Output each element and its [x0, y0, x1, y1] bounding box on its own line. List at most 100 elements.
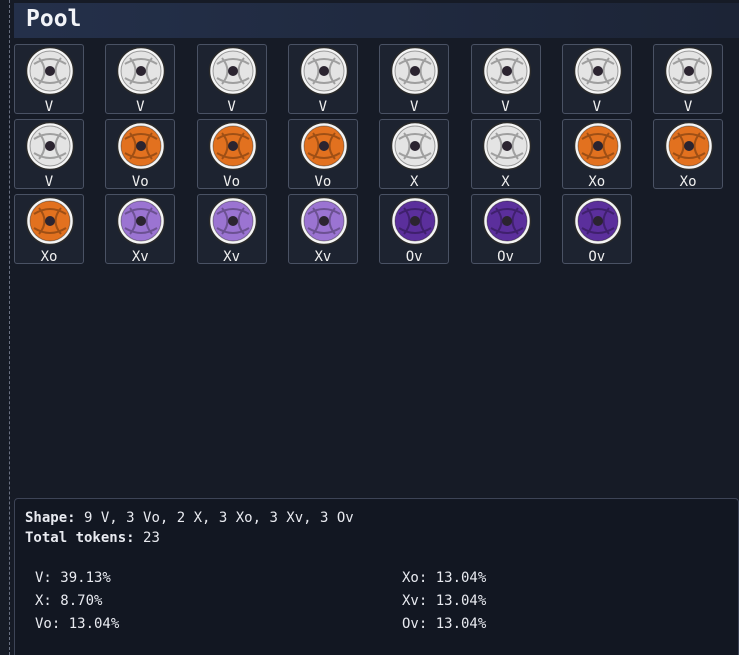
- token-label: V: [501, 99, 510, 115]
- token-icon: [482, 46, 531, 96]
- stat-line: V: 39.13%: [35, 570, 111, 586]
- token-center: [592, 216, 603, 226]
- token-center: [410, 141, 421, 151]
- token-label: Ov: [588, 249, 606, 265]
- token-center: [501, 66, 512, 76]
- token-label: X: [501, 174, 510, 190]
- token-pattern: [489, 207, 524, 235]
- token-center: [501, 141, 512, 151]
- token-card: Ov: [561, 194, 632, 265]
- token-card: V: [105, 44, 176, 115]
- token-card: X: [379, 119, 450, 190]
- token-pattern: [124, 207, 158, 235]
- token-card: V: [653, 44, 724, 115]
- token-card: Xv: [105, 194, 176, 265]
- token-label: Xv: [131, 249, 149, 265]
- token-label: V: [136, 99, 145, 115]
- token-icon: [664, 46, 714, 96]
- token-card: V: [561, 44, 632, 115]
- token-center: [318, 216, 329, 226]
- token-pattern: [581, 57, 615, 85]
- token-pattern: [216, 57, 250, 85]
- token-label: Ov: [405, 249, 423, 265]
- token-card: V: [379, 44, 450, 115]
- token-card: V: [470, 44, 541, 115]
- total-line: Total tokens: 23: [25, 530, 160, 546]
- token-label: V: [592, 99, 602, 115]
- stat-line: Xo: 13.04%: [402, 570, 487, 586]
- token-card: V: [14, 119, 84, 190]
- token-icon: [208, 46, 257, 96]
- token-center: [136, 66, 147, 76]
- token-label: Xo: [40, 249, 58, 265]
- token-card: Xo: [653, 119, 724, 190]
- token-label: Vo: [314, 174, 332, 190]
- token-pattern: [672, 132, 706, 160]
- token-icon: [390, 121, 440, 171]
- token-icon: [482, 121, 531, 171]
- token-pattern: [307, 57, 341, 85]
- token-center: [227, 66, 238, 76]
- token-icon: [208, 121, 257, 171]
- total-label: Total tokens:: [25, 530, 135, 546]
- shape-line: Shape: 9 V, 3 Vo, 2 X, 3 Xo, 3 Xv, 3 Ov: [25, 510, 354, 526]
- token-card: V: [196, 44, 267, 115]
- token-pattern: [672, 57, 706, 85]
- token-pattern: [581, 207, 615, 235]
- token-card: Xo: [561, 119, 632, 190]
- token-pattern: [581, 132, 615, 160]
- token-center: [318, 66, 329, 76]
- token-icon: [117, 121, 166, 171]
- token-icon: [390, 46, 440, 96]
- token-center: [684, 141, 695, 151]
- token-icon: [482, 196, 531, 246]
- token-icon: [664, 121, 714, 171]
- stat-line: Ov: 13.04%: [402, 616, 487, 632]
- token-label: Xv: [314, 249, 332, 265]
- token-center: [592, 141, 603, 151]
- token-card: V: [287, 44, 358, 115]
- token-card: Vo: [287, 119, 358, 190]
- shape-value: 9 V, 3 Vo, 2 X, 3 Xo, 3 Xv, 3 Ov: [84, 510, 354, 526]
- summary-panel: Shape: 9 V, 3 Vo, 2 X, 3 Xo, 3 Xv, 3 Ov …: [14, 498, 739, 655]
- token-pattern: [124, 132, 158, 160]
- token-pattern: [216, 207, 250, 235]
- token-pattern: [33, 57, 67, 85]
- token-label: Xo: [679, 174, 697, 190]
- token-label: V: [44, 99, 54, 115]
- token-pattern: [307, 132, 341, 160]
- token-card: Vo: [196, 119, 267, 190]
- token-center: [227, 216, 238, 226]
- token-pattern: [33, 207, 67, 235]
- token-card: X: [470, 119, 541, 190]
- token-card: Vo: [105, 119, 176, 190]
- token-card: Ov: [470, 194, 541, 265]
- title: Pool: [26, 6, 82, 32]
- token-center: [592, 66, 603, 76]
- token-icon: [25, 196, 75, 246]
- token-pattern: [489, 57, 524, 85]
- token-center: [410, 66, 421, 76]
- token-label: Ov: [497, 249, 514, 265]
- token-icon: [299, 46, 349, 96]
- token-label: Xv: [223, 249, 241, 265]
- token-icon: [117, 46, 166, 96]
- token-label: V: [318, 99, 328, 115]
- token-pattern: [307, 207, 341, 235]
- shape-label: Shape:: [25, 510, 76, 526]
- stat-line: Vo: 13.04%: [35, 616, 120, 632]
- token-label: Vo: [131, 174, 149, 190]
- token-center: [136, 141, 147, 151]
- token-icon: [390, 196, 440, 246]
- token-label: V: [227, 99, 236, 115]
- token-icon: [573, 46, 623, 96]
- token-pattern: [124, 57, 158, 85]
- divider: [9, 0, 10, 655]
- token-center: [227, 141, 238, 151]
- token-icon: [299, 121, 349, 171]
- token-center: [136, 216, 147, 226]
- token-icon: [573, 196, 623, 246]
- stat-line: Xv: 13.04%: [402, 593, 487, 609]
- token-icon: [25, 46, 75, 96]
- token-pattern: [398, 132, 432, 160]
